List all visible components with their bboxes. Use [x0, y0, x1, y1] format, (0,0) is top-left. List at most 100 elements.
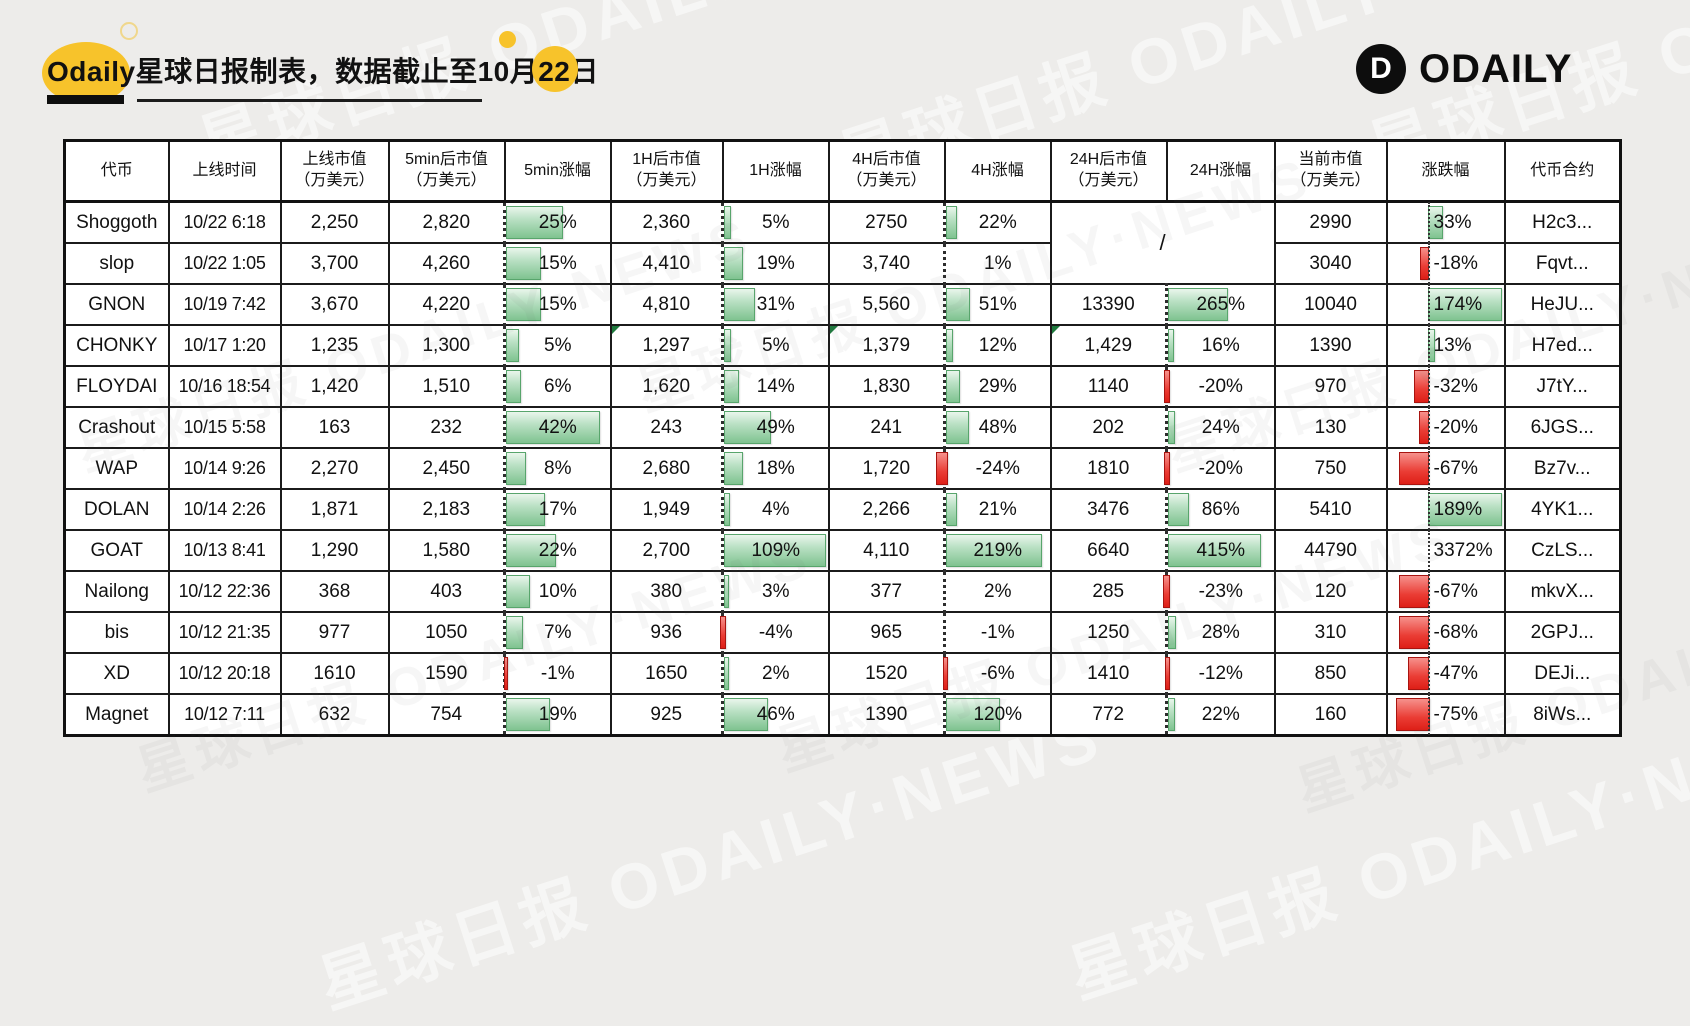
positive-change-bar	[1168, 411, 1176, 444]
cell-token: CHONKY	[63, 324, 170, 367]
negative-change-bar	[1399, 575, 1430, 608]
cell-mc_4h: 1520	[827, 652, 946, 695]
cell-chg_now: -20%	[1385, 406, 1506, 449]
cell-mc_now: 750	[1273, 447, 1388, 490]
cell-time: 10/17 1:20	[167, 324, 282, 367]
positive-change-bar	[724, 534, 826, 567]
cell-chg_now: -47%	[1385, 652, 1506, 695]
table-row-CHONKY: CHONKY 10/17 1:20 1,235 1,300 5% 1,297 5% 1,379…	[63, 324, 1622, 367]
pct-label: -18%	[1433, 252, 1478, 274]
pct-label: 42%	[538, 416, 577, 438]
table-row-Magnet: Magnet 10/12 7:11 632 754 19% 925 46% 1390 120% 7…	[63, 693, 1622, 737]
positive-change-bar	[506, 452, 526, 485]
cell-mc_24h: 1810	[1049, 447, 1168, 490]
pct-label: 5%	[762, 211, 790, 233]
cell-chg_5min: 15%	[503, 242, 612, 285]
pct-label: 48%	[978, 416, 1017, 438]
cell-chg_1h: 14%	[721, 365, 830, 408]
cell-contract: Bz7v...	[1503, 447, 1622, 490]
title-underline-thick	[47, 95, 124, 104]
pct-label: 24%	[1201, 416, 1240, 438]
pct-label: 16%	[1201, 334, 1240, 356]
cell-chg_now: -68%	[1385, 611, 1506, 654]
pct-label: 46%	[756, 703, 795, 725]
cell-chg_4h: 1%	[943, 242, 1052, 285]
pct-label: -1%	[540, 662, 575, 684]
table-row-Crashout: Crashout 10/15 5:58 163 232 42% 243 49% 241 48% 2…	[63, 406, 1622, 449]
cell-contract: 6JGS...	[1503, 406, 1622, 449]
page: { "title": { "full": "Odaily星球日报制表，数据截止至…	[42, 0, 1690, 1022]
positive-change-bar	[946, 288, 970, 321]
cell-time: 10/14 2:26	[167, 488, 282, 531]
cell-mc_4h: 3,740	[827, 242, 946, 285]
cell-mc_5min: 754	[387, 693, 506, 737]
cell-mc_1h: 2,360	[609, 200, 724, 244]
col-header-line2: （万美元）	[626, 172, 707, 189]
cell-chg_1h: 5%	[721, 324, 830, 367]
col-header-mc_24h: 24H后市值 （万美元）	[1049, 139, 1168, 203]
pct-label: 19%	[538, 703, 577, 725]
positive-change-bar	[1168, 288, 1229, 321]
cell-contract: 8iWs...	[1503, 693, 1622, 737]
cell-chg_now: -75%	[1385, 693, 1506, 737]
pct-label: -20%	[1198, 457, 1243, 479]
cell-mc_4h: 5,560	[827, 283, 946, 326]
pct-label: 15%	[538, 293, 577, 315]
cell-time: 10/16 18:54	[167, 365, 282, 408]
pct-label: -6%	[980, 662, 1015, 684]
pct-label: 2%	[762, 662, 790, 684]
col-header-line1: 代币	[100, 161, 133, 179]
pct-label: 86%	[1201, 498, 1240, 520]
col-header-line1: 1H涨幅	[749, 161, 802, 179]
col-header-line1: 上线市值	[302, 151, 367, 169]
pct-label: 28%	[1201, 621, 1240, 643]
cell-chg_now: -18%	[1385, 242, 1506, 285]
zero-axis-line	[1427, 243, 1430, 284]
cell-chg_24h: 415%	[1165, 529, 1276, 572]
title-day: 22	[538, 56, 571, 87]
cell-token: FLOYDAI	[63, 365, 170, 408]
positive-change-bar	[506, 247, 541, 280]
cell-chg_now: 174%	[1385, 283, 1506, 326]
positive-change-bar	[724, 411, 772, 444]
cell-mc_5min: 403	[387, 570, 506, 613]
cell-chg_5min: 22%	[503, 529, 612, 572]
negative-change-bar	[1165, 657, 1170, 690]
cell-mc_1h: 2,700	[609, 529, 724, 572]
positive-change-bar	[506, 493, 546, 526]
cell-mc_1h: 380	[609, 570, 724, 613]
cell-mc_24h: 1,429	[1049, 324, 1168, 367]
negative-change-bar	[1398, 616, 1430, 649]
negative-change-bar	[1399, 452, 1430, 485]
col-header-line1: 上线时间	[192, 161, 257, 179]
cell-mc_now: 160	[1273, 693, 1388, 737]
positive-change-bar	[946, 329, 954, 362]
positive-change-bar	[1168, 698, 1175, 731]
col-header-mc_5min: 5min后市值 （万美元）	[387, 139, 506, 203]
cell-mc_now: 10040	[1273, 283, 1388, 326]
pct-label: 14%	[756, 375, 795, 397]
cell-mc_launch: 163	[279, 406, 390, 449]
cell-mc_1h: 4,410	[609, 242, 724, 285]
pct-label: 3%	[762, 580, 790, 602]
cell-chg_4h: 21%	[943, 488, 1052, 531]
positive-change-bar	[724, 370, 739, 403]
cell-chg_5min: 7%	[503, 611, 612, 654]
cell-contract: HeJU...	[1503, 283, 1622, 326]
positive-change-bar	[1168, 534, 1262, 567]
positive-change-bar	[724, 288, 755, 321]
cell-mc_5min: 4,220	[387, 283, 506, 326]
odaily-logo-wordmark: ODAILY	[1419, 46, 1573, 91]
cell-contract: DEJi...	[1503, 652, 1622, 695]
cell-contract: mkvX...	[1503, 570, 1622, 613]
col-header-chg_1h: 1H涨幅	[721, 139, 830, 203]
cell-chg_5min: 8%	[503, 447, 612, 490]
positive-change-bar	[724, 493, 730, 526]
positive-change-bar	[946, 493, 958, 526]
zero-axis-line	[1427, 489, 1430, 530]
cell-mc_5min: 1050	[387, 611, 506, 654]
pct-label: 7%	[544, 621, 572, 643]
cell-chg_1h: 19%	[721, 242, 830, 285]
cell-contract: H7ed...	[1503, 324, 1622, 367]
cell-chg_24h: 22%	[1165, 693, 1276, 737]
